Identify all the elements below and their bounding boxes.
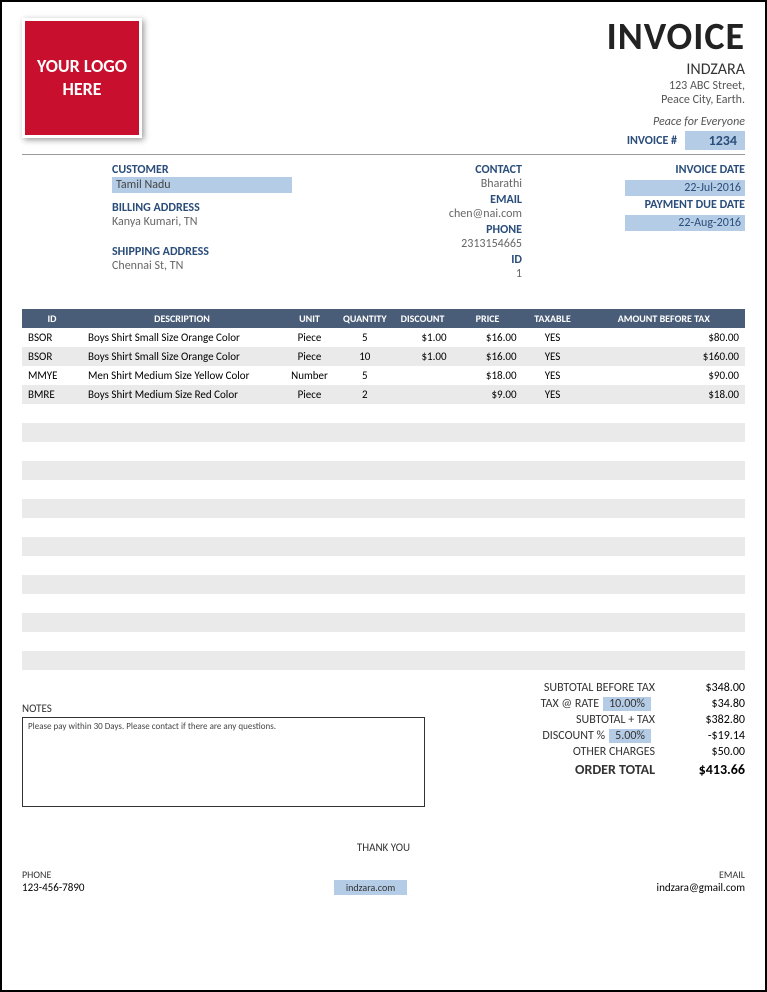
table-header-row: ID DESCRIPTION UNIT QUANTITY DISCOUNT PR… xyxy=(22,309,745,328)
tax-label: TAX @ RATE10.00% xyxy=(445,697,655,711)
table-row: MMYEMen Shirt Medium Size Yellow ColorNu… xyxy=(22,366,745,385)
phone-label: PHONE xyxy=(342,223,522,237)
th-price: PRICE xyxy=(453,309,523,328)
footer: PHONE 123-456-7890 indzara.com EMAIL ind… xyxy=(22,868,745,894)
subtax-row: SUBTOTAL + TAX $382.80 xyxy=(445,712,745,728)
id-label: ID xyxy=(342,253,522,267)
table-row: BMREBoys Shirt Medium Size Red ColorPiec… xyxy=(22,385,745,404)
phone-value: 2313154665 xyxy=(342,237,522,251)
billing-value: Kanya Kumari, TN xyxy=(112,215,322,229)
notes-side: NOTES Please pay within 30 Days. Please … xyxy=(22,680,425,807)
table-row-empty xyxy=(22,404,745,423)
invoice-date-label: INVOICE DATE xyxy=(542,163,745,177)
customer-column: CUSTOMER Tamil Nadu BILLING ADDRESS Kany… xyxy=(112,163,322,283)
id-value: 1 xyxy=(342,267,522,281)
discount-row: DISCOUNT %5.00% -$19.14 xyxy=(445,728,745,744)
table-row-empty xyxy=(22,499,745,518)
invoice-title: INVOICE xyxy=(607,14,745,60)
subtotal-value: $348.00 xyxy=(655,681,745,695)
info-block: CUSTOMER Tamil Nadu BILLING ADDRESS Kany… xyxy=(112,163,745,283)
contact-value: Bharathi xyxy=(342,177,522,191)
th-desc: DESCRIPTION xyxy=(82,309,282,328)
divider xyxy=(22,154,745,155)
footer-phone: 123-456-7890 xyxy=(22,881,85,894)
contact-label: CONTACT xyxy=(342,163,522,177)
th-qty: QUANTITY xyxy=(337,309,393,328)
total-label: ORDER TOTAL xyxy=(445,761,655,778)
th-amt: AMOUNT BEFORE TAX xyxy=(583,309,745,328)
notes-box: Please pay within 30 Days. Please contac… xyxy=(22,717,425,807)
footer-left: PHONE 123-456-7890 xyxy=(22,868,85,894)
th-id: ID xyxy=(22,309,82,328)
subtax-value: $382.80 xyxy=(655,713,745,727)
email-value: chen@nai.com xyxy=(342,207,522,221)
table-row-empty xyxy=(22,480,745,499)
table-row-empty xyxy=(22,556,745,575)
subtotal-label: SUBTOTAL BEFORE TAX xyxy=(445,681,655,695)
total-row: ORDER TOTAL $413.66 xyxy=(445,760,745,779)
notes-label: NOTES xyxy=(22,702,425,715)
table-row-empty xyxy=(22,575,745,594)
subtotal-row: SUBTOTAL BEFORE TAX $348.00 xyxy=(445,680,745,696)
table-row-empty xyxy=(22,632,745,651)
total-value: $413.66 xyxy=(655,761,745,778)
table-row-empty xyxy=(22,442,745,461)
table-row: BSORBoys Shirt Small Size Orange ColorPi… xyxy=(22,347,745,366)
shipping-value: Chennai St, TN xyxy=(112,259,322,273)
table-row-empty xyxy=(22,651,745,670)
thank-you: THANK YOU xyxy=(22,841,745,854)
discount-amount: -$19.14 xyxy=(655,729,745,743)
dates-column: INVOICE DATE 22-Jul-2016 PAYMENT DUE DAT… xyxy=(542,163,745,283)
invoice-date: 22-Jul-2016 xyxy=(625,180,745,196)
th-tax: TAXABLE xyxy=(523,309,583,328)
tagline: Peace for Everyone xyxy=(607,115,745,129)
company-street: 123 ABC Street, xyxy=(607,79,745,93)
footer-email-label: EMAIL xyxy=(657,868,745,881)
company-name: INDZARA xyxy=(607,60,745,79)
table-row-empty xyxy=(22,594,745,613)
logo-placeholder: YOUR LOGO HERE xyxy=(22,18,142,138)
company-city: Peace City, Earth. xyxy=(607,93,745,107)
invoice-number-row: INVOICE # 1234 xyxy=(607,131,745,150)
table-row: BSORBoys Shirt Small Size Orange ColorPi… xyxy=(22,328,745,347)
due-date-label: PAYMENT DUE DATE xyxy=(542,198,745,212)
customer-value: Tamil Nadu xyxy=(112,177,292,193)
discount-rate: 5.00% xyxy=(609,729,651,743)
due-date: 22-Aug-2016 xyxy=(625,215,745,231)
items-table: ID DESCRIPTION UNIT QUANTITY DISCOUNT PR… xyxy=(22,309,745,670)
header: YOUR LOGO HERE INVOICE INDZARA 123 ABC S… xyxy=(22,14,745,150)
shipping-label: SHIPPING ADDRESS xyxy=(112,245,322,259)
customer-label: CUSTOMER xyxy=(112,163,322,177)
table-row-empty xyxy=(22,461,745,480)
other-row: OTHER CHARGES $50.00 xyxy=(445,744,745,760)
header-right: INVOICE INDZARA 123 ABC Street, Peace Ci… xyxy=(607,14,745,150)
subtax-label: SUBTOTAL + TAX xyxy=(445,713,655,727)
th-disc: DISCOUNT xyxy=(393,309,453,328)
table-row-empty xyxy=(22,537,745,556)
email-label: EMAIL xyxy=(342,193,522,207)
billing-label: BILLING ADDRESS xyxy=(112,201,322,215)
th-unit: UNIT xyxy=(282,309,337,328)
totals: SUBTOTAL BEFORE TAX $348.00 TAX @ RATE10… xyxy=(445,680,745,807)
table-row-empty xyxy=(22,518,745,537)
other-value: $50.00 xyxy=(655,745,745,759)
tax-rate: 10.00% xyxy=(603,697,651,711)
invoice-number-label: INVOICE # xyxy=(627,134,677,148)
table-row-empty xyxy=(22,423,745,442)
footer-right: EMAIL indzara@gmail.com xyxy=(657,868,745,894)
other-label: OTHER CHARGES xyxy=(445,745,655,759)
invoice-page: YOUR LOGO HERE INVOICE INDZARA 123 ABC S… xyxy=(0,0,767,992)
footer-phone-label: PHONE xyxy=(22,868,85,881)
tax-amount: $34.80 xyxy=(655,697,745,711)
footer-email: indzara@gmail.com xyxy=(657,881,745,894)
tax-row: TAX @ RATE10.00% $34.80 xyxy=(445,696,745,712)
table-row-empty xyxy=(22,613,745,632)
bottom-section: NOTES Please pay within 30 Days. Please … xyxy=(22,680,745,807)
footer-mid: indzara.com xyxy=(334,881,407,894)
footer-site: indzara.com xyxy=(334,880,407,895)
invoice-number: 1234 xyxy=(685,131,745,150)
contact-column: CONTACT Bharathi EMAIL chen@nai.com PHON… xyxy=(342,163,522,283)
discount-label: DISCOUNT %5.00% xyxy=(445,729,655,743)
